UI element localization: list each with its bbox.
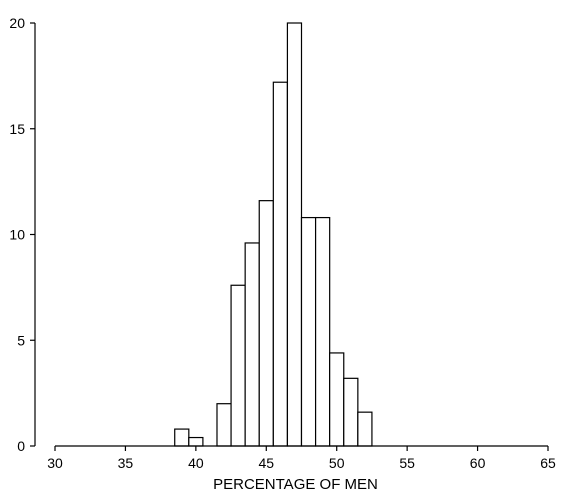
histogram-bar-11 — [343, 377, 359, 447]
x-tick-label: 45 — [258, 455, 274, 471]
x-tick-label: 55 — [399, 455, 415, 471]
histogram-bar-10 — [329, 352, 345, 447]
histogram-bar-9 — [314, 216, 331, 447]
histogram-bar-12 — [357, 411, 373, 447]
y-tick-label: 20 — [9, 15, 25, 31]
x-tick-label: 30 — [47, 455, 63, 471]
x-ticks: 30 35 40 45 50 55 60 65 — [47, 446, 556, 471]
histogram-bar-4 — [244, 242, 260, 447]
y-tick-label: 0 — [17, 438, 25, 454]
histogram-bar-7 — [286, 22, 303, 447]
x-tick-label: 65 — [540, 455, 556, 471]
x-tick-label: 35 — [118, 455, 134, 471]
y-ticks: 0 5 10 15 20 — [9, 15, 35, 454]
y-tick-label: 5 — [17, 332, 25, 348]
x-tick-label: 50 — [329, 455, 345, 471]
histogram-bar-8 — [300, 216, 317, 447]
bars-layer — [174, 22, 373, 447]
x-axis-title: PERCENTAGE OF MEN — [213, 476, 378, 493]
histogram-bar-2 — [216, 403, 232, 447]
histogram-bar-3 — [230, 284, 246, 447]
x-tick-label: 60 — [470, 455, 486, 471]
histogram-bar-0 — [174, 428, 190, 447]
y-tick-label: 15 — [9, 121, 25, 137]
histogram-bar-6 — [272, 81, 289, 447]
histogram-bar-5 — [258, 200, 274, 447]
y-tick-label: 10 — [9, 227, 25, 243]
x-tick-label: 40 — [188, 455, 204, 471]
histogram-bar-1 — [188, 436, 204, 447]
